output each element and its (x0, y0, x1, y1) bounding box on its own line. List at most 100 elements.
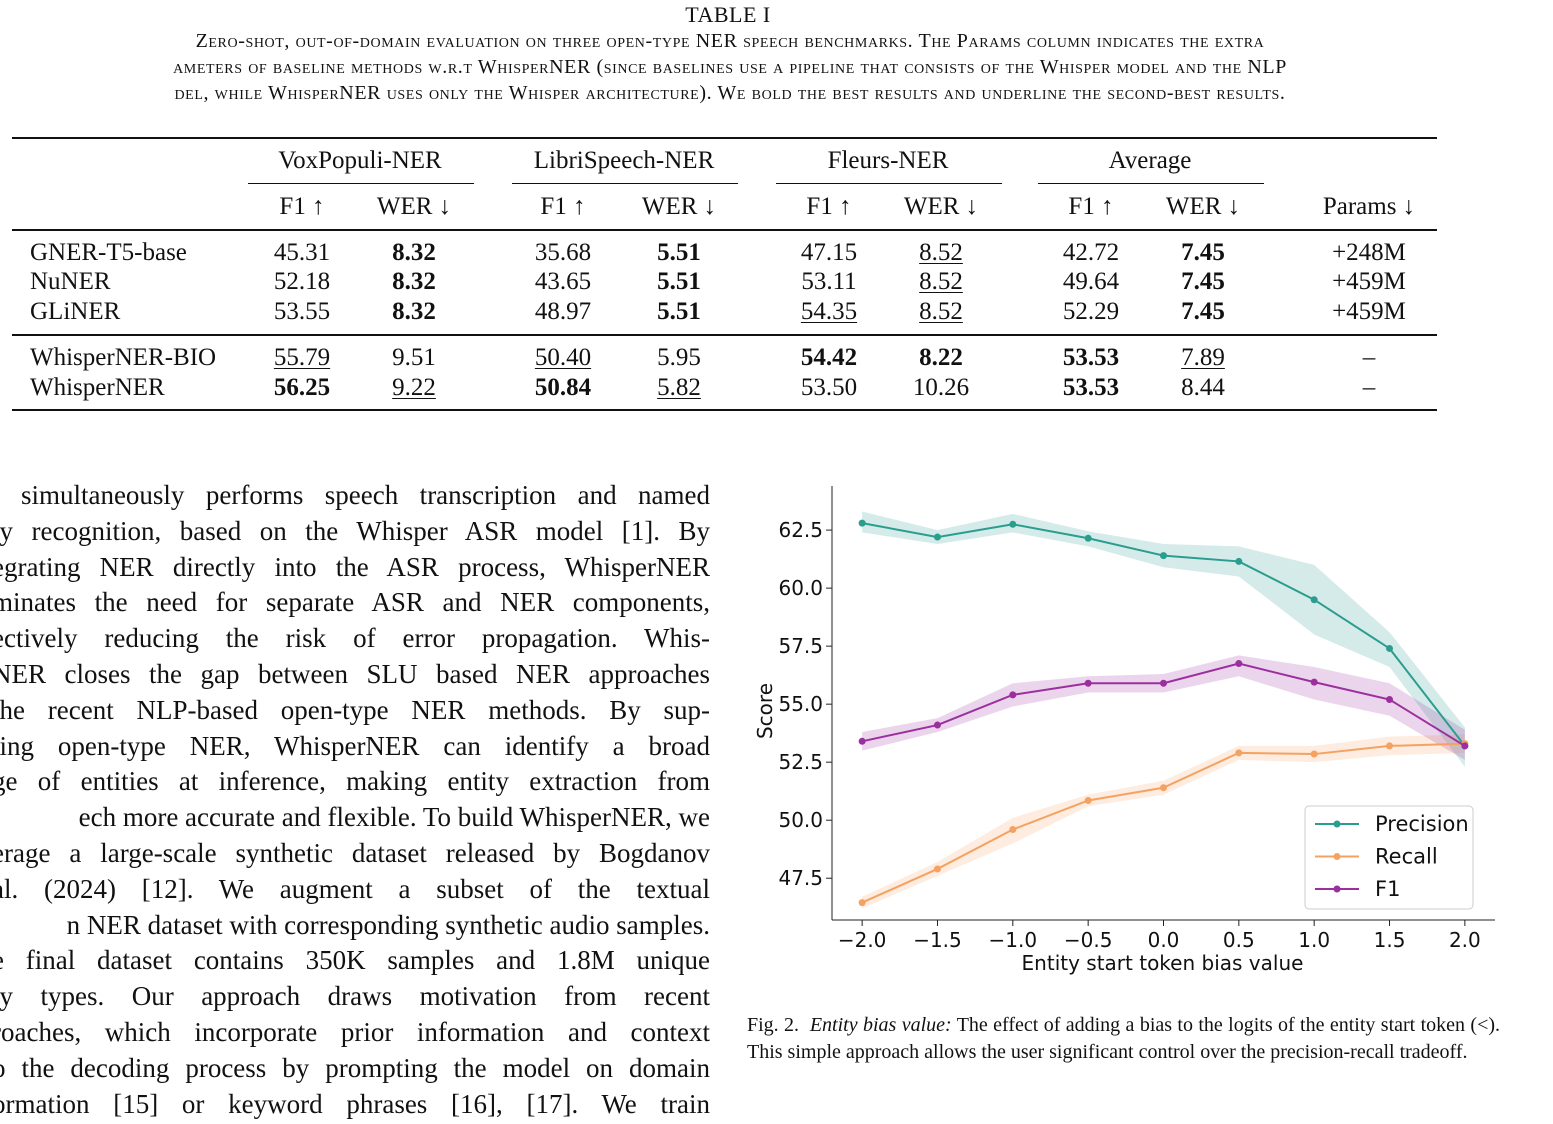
table-cell: 7.45 (1181, 239, 1225, 266)
figure-2: −2.0 −1.5 −1.0 −0.5 0.0 0.5 1.0 1.5 2.0 47.5 50.0 5… (740, 478, 1520, 998)
column-header: WER ↓ (1165, 193, 1241, 220)
table-cell: +459M (1332, 268, 1406, 295)
data-point (1160, 784, 1167, 792)
x-tick-label: −0.5 (1064, 928, 1113, 952)
column-group-rule (512, 183, 738, 185)
body-text-line: NER closes the gap between SLU based NER… (0, 658, 710, 689)
table-bottom-rule (12, 409, 1437, 411)
table-cell: – (1362, 344, 1376, 371)
legend-marker (1333, 885, 1341, 893)
data-point (1160, 552, 1167, 560)
table-cell: 43.65 (534, 268, 592, 295)
column-header: WER ↓ (641, 193, 717, 220)
column-group-header: Average (1108, 147, 1192, 174)
table-cell: 53.53 (1062, 344, 1120, 371)
legend-label: Precision (1375, 812, 1469, 836)
table-cell: 53.50 (800, 374, 858, 401)
data-point (1235, 660, 1243, 668)
data-point (1009, 825, 1017, 833)
body-text-line: ech more accurate and flexible. To build… (78, 802, 710, 833)
data-point (1310, 750, 1318, 758)
column-group-header: VoxPopuli-NER (278, 147, 442, 174)
table-cell: 42.72 (1062, 239, 1120, 266)
y-axis-label: Score (753, 683, 777, 739)
body-text: t simultaneously performs speech transcr… (0, 478, 710, 1122)
data-point (933, 533, 941, 541)
row-label: WhisperNER-BIO (30, 344, 217, 371)
data-point (1235, 749, 1243, 757)
table-cell: 7.45 (1181, 268, 1225, 295)
data-point (1310, 596, 1318, 604)
body-text-line: o the decoding process by prompting the … (0, 1052, 710, 1083)
table-cell: 8.52 (919, 239, 963, 266)
table-cell: 56.25 (273, 374, 331, 401)
table-caption-line: del, while WhisperNER uses only the Whis… (174, 82, 1286, 104)
table-cell: 5.82 (657, 374, 701, 401)
y-tick-label: 50.0 (778, 808, 823, 832)
column-header: F1 ↑ (540, 193, 586, 220)
x-tick-label: 0.5 (1223, 928, 1255, 952)
table-cell: 50.40 (534, 344, 592, 371)
body-text-line: ectively reducing the risk of error prop… (0, 623, 710, 654)
x-tick-label: 0.0 (1148, 928, 1180, 952)
column-header: WER ↓ (903, 193, 979, 220)
table-cell: 53.11 (801, 268, 857, 295)
data-point (1386, 696, 1394, 704)
body-text-line: t simultaneously performs speech transcr… (0, 480, 710, 510)
table-cell: +459M (1332, 298, 1406, 325)
legend-box (1304, 805, 1474, 910)
x-axis-label: Entity start token bias value (1022, 951, 1304, 975)
table-cell: 10.26 (912, 374, 970, 401)
table-cell: 52.18 (273, 268, 331, 295)
data-point (1009, 520, 1017, 528)
data-point (1310, 678, 1318, 686)
table-cell: 8.52 (919, 268, 963, 295)
x-tick-label: −1.5 (913, 928, 962, 952)
confidence-band (862, 734, 1465, 909)
x-tick-label: −1.0 (989, 928, 1038, 952)
table-cell: 5.51 (657, 268, 701, 295)
data-point (1386, 644, 1394, 652)
column-header: Params ↓ (1322, 193, 1416, 220)
column-group-rule (248, 183, 474, 185)
data-point (1386, 742, 1394, 750)
figure-caption-title: Entity bias value: (809, 1014, 952, 1036)
table-cell: 53.55 (273, 298, 331, 325)
body-text-line: erage a large-scale synthetic dataset re… (0, 837, 710, 868)
row-label: GNER-T5-base (30, 239, 187, 266)
row-label: WhisperNER (30, 374, 165, 401)
table-caption-line: ameters of baseline methods w.r.t Whispe… (173, 56, 1287, 78)
data-point (933, 721, 941, 729)
table-cell: 54.42 (800, 344, 858, 371)
table-cell: 9.22 (392, 374, 436, 401)
mid-rule (12, 334, 1437, 336)
data-point (858, 737, 866, 745)
column-group-header: Fleurs-NER (827, 147, 949, 174)
table-cell: 8.32 (392, 268, 436, 295)
y-tick-label: 62.5 (778, 518, 823, 542)
data-point (1084, 679, 1092, 687)
body-text-line: ormation [15] or keyword phrases [16], [… (0, 1088, 710, 1119)
table-cell: 5.51 (657, 298, 701, 325)
table-cell: 8.32 (392, 298, 436, 325)
data-point (1009, 691, 1017, 699)
table-cell: 53.53 (1062, 374, 1120, 401)
y-tick-label: 47.5 (778, 866, 823, 890)
data-point (1461, 742, 1469, 750)
data-point (1084, 796, 1092, 804)
body-text-line: the recent NLP-based open-type NER metho… (0, 694, 710, 725)
y-tick-label: 52.5 (778, 750, 823, 774)
legend-label: Recall (1375, 845, 1438, 869)
figure-caption: Fig. 2. Entity bias value: The effect of… (747, 1012, 1500, 1066)
column-header: WER ↓ (376, 193, 452, 220)
table-cell: +248M (1332, 239, 1406, 266)
table-cell: 8.52 (919, 298, 963, 325)
y-tick-label: 57.5 (778, 634, 823, 658)
row-label: GLiNER (30, 298, 121, 325)
table-title: TABLE I (685, 2, 771, 27)
body-text-line: minates the need for separate ASR and NE… (0, 587, 710, 618)
body-text-line: e final dataset contains 350K samples an… (0, 945, 710, 976)
body-text-line: roaches, which incorporate prior informa… (0, 1016, 710, 1047)
body-text-line: ge of entities at inference, making enti… (0, 766, 710, 797)
table-cell: 9.51 (392, 344, 436, 371)
